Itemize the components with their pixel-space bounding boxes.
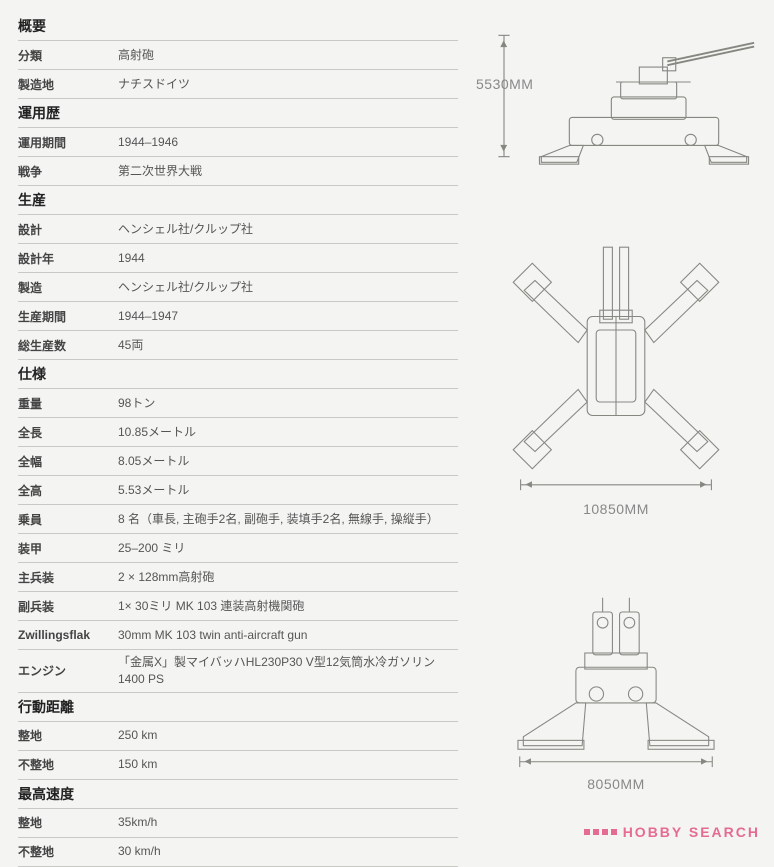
- row-label: 総生産数: [18, 337, 118, 354]
- row-value: 250 km: [118, 727, 157, 744]
- row-label: 生産期間: [18, 308, 118, 325]
- spec-row: 製造地ナチスドイツ: [18, 70, 458, 99]
- row-value: 1944: [118, 250, 145, 267]
- row-value: 5.53メートル: [118, 482, 189, 499]
- spec-row: 設計年1944: [18, 244, 458, 273]
- row-label: 整地: [18, 814, 118, 831]
- row-value: 45両: [118, 337, 143, 354]
- row-label: 整地: [18, 727, 118, 744]
- row-value: 2 × 128mm高射砲: [118, 569, 214, 586]
- row-value: 1944–1947: [118, 308, 178, 325]
- row-value: 8 名（車長, 主砲手2名, 副砲手, 装填手2名, 無線手, 操縦手）: [118, 511, 439, 528]
- row-label: 生産: [18, 190, 118, 210]
- section-header: 最高速度: [18, 780, 458, 809]
- row-value: 1944–1946: [118, 134, 178, 151]
- spec-row: 装甲25–200 ミリ: [18, 534, 458, 563]
- row-label: 製造: [18, 279, 118, 296]
- side-dim-label: 5530MM: [476, 76, 533, 92]
- row-label: エンジン: [18, 662, 118, 679]
- top-dim-label: 10850MM: [583, 501, 649, 517]
- row-label: 不整地: [18, 756, 118, 773]
- spec-row: 整地250 km: [18, 722, 458, 751]
- spec-row: 主兵装2 × 128mm高射砲: [18, 563, 458, 592]
- spec-row: 総生産数45両: [18, 331, 458, 360]
- front-dim-label: 8050MM: [587, 776, 644, 792]
- spec-row: 副兵装1× 30ミリ MK 103 連装高射機関砲: [18, 592, 458, 621]
- spec-row: 整地35km/h: [18, 809, 458, 838]
- row-label: 設計: [18, 221, 118, 238]
- spec-row: 不整地150 km: [18, 751, 458, 780]
- spec-row: 設計ヘンシェル社/クルップ社: [18, 215, 458, 244]
- row-label: 仕様: [18, 364, 118, 384]
- row-label: 行動距離: [18, 697, 118, 717]
- row-value: ヘンシェル社/クルップ社: [118, 221, 253, 238]
- row-label: 運用期間: [18, 134, 118, 151]
- row-label: 不整地: [18, 843, 118, 860]
- spec-row: 不整地30 km/h: [18, 838, 458, 867]
- row-label: 乗員: [18, 511, 118, 528]
- section-header: 行動距離: [18, 693, 458, 722]
- spec-table: 概要分類高射砲製造地ナチスドイツ運用歴運用期間1944–1946戦争第二次世界大…: [18, 12, 458, 810]
- row-value: 高射砲: [118, 47, 154, 64]
- row-label: 最高速度: [18, 784, 118, 804]
- row-label: 分類: [18, 47, 118, 64]
- spec-row: エンジン「金属X」製マイバッハHL230P30 V型12気筒水冷ガソリン 140…: [18, 650, 458, 693]
- row-value: 35km/h: [118, 814, 157, 831]
- row-label: 装甲: [18, 540, 118, 557]
- row-value: 8.05メートル: [118, 453, 189, 470]
- row-label: 重量: [18, 395, 118, 412]
- row-label: Zwillingsflak: [18, 628, 118, 642]
- watermark-dots-icon: [584, 829, 617, 835]
- spec-row: 生産期間1944–1947: [18, 302, 458, 331]
- row-value: 10.85メートル: [118, 424, 196, 441]
- drawing-top-view: 10850MM: [476, 231, 756, 517]
- spec-row: 重量98トン: [18, 389, 458, 418]
- row-value: 150 km: [118, 756, 157, 773]
- row-label: 製造地: [18, 76, 118, 93]
- drawing-side-view: 5530MM: [476, 16, 756, 176]
- row-value: 25–200 ミリ: [118, 540, 185, 557]
- spec-row: 分類高射砲: [18, 41, 458, 70]
- section-header: 運用歴: [18, 99, 458, 128]
- row-label: 全長: [18, 424, 118, 441]
- spec-row: 全高5.53メートル: [18, 476, 458, 505]
- row-label: 全幅: [18, 453, 118, 470]
- row-value: 1× 30ミリ MK 103 連装高射機関砲: [118, 598, 304, 615]
- row-label: 副兵装: [18, 598, 118, 615]
- row-value: 「金属X」製マイバッハHL230P30 V型12気筒水冷ガソリン 1400 PS: [118, 654, 458, 688]
- spec-row: 製造ヘンシェル社/クルップ社: [18, 273, 458, 302]
- row-value: 30 km/h: [118, 843, 161, 860]
- row-label: 全高: [18, 482, 118, 499]
- spec-row: Zwillingsflak30mm MK 103 twin anti-aircr…: [18, 621, 458, 650]
- row-label: 戦争: [18, 163, 118, 180]
- row-value: 第二次世界大戦: [118, 163, 202, 180]
- row-label: 主兵装: [18, 569, 118, 586]
- row-value: 98トン: [118, 395, 155, 412]
- watermark-text: HOBBY SEARCH: [623, 824, 760, 840]
- row-value: 30mm MK 103 twin anti-aircraft gun: [118, 627, 307, 644]
- row-label: 設計年: [18, 250, 118, 267]
- section-header: 概要: [18, 12, 458, 41]
- spec-row: 運用期間1944–1946: [18, 128, 458, 157]
- drawing-front-view: 8050MM: [476, 571, 756, 792]
- row-value: ナチスドイツ: [118, 76, 190, 93]
- watermark: HOBBY SEARCH: [584, 824, 760, 840]
- technical-drawings: 5530MM: [458, 12, 762, 810]
- spec-row: 全長10.85メートル: [18, 418, 458, 447]
- spec-row: 乗員8 名（車長, 主砲手2名, 副砲手, 装填手2名, 無線手, 操縦手）: [18, 505, 458, 534]
- row-label: 概要: [18, 16, 118, 36]
- row-value: ヘンシェル社/クルップ社: [118, 279, 253, 296]
- spec-row: 全幅8.05メートル: [18, 447, 458, 476]
- row-label: 運用歴: [18, 103, 118, 123]
- section-header: 生産: [18, 186, 458, 215]
- section-header: 仕様: [18, 360, 458, 389]
- spec-row: 戦争第二次世界大戦: [18, 157, 458, 186]
